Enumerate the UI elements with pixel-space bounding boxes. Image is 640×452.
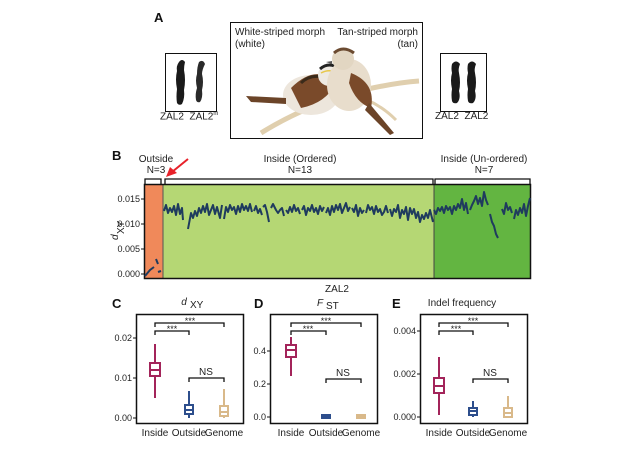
dxy-lines <box>144 191 531 277</box>
chromosome-label: ZAL2 <box>464 111 489 122</box>
panel-e-boxplot: Indel frequency 0.000 0.002 0.004 *** **… <box>393 298 529 439</box>
svg-text:Inside: Inside <box>426 428 453 439</box>
panel-d-title-sub: ST <box>326 301 339 312</box>
svg-text:0.4: 0.4 <box>253 346 266 356</box>
region-count: N=3 <box>146 165 166 176</box>
x-axis-label: ZAL2 <box>325 284 349 295</box>
chromosome-label: ZAL2 <box>435 111 459 122</box>
region-label-inside-ordered: Inside (Ordered) N=13 <box>250 154 350 176</box>
plot-frame <box>143 183 532 280</box>
panel-d-letter: D <box>254 296 264 311</box>
svg-text:Inside: Inside <box>142 428 169 439</box>
region-name: Inside (Ordered) <box>263 154 337 165</box>
svg-text:***: *** <box>167 324 178 334</box>
region-count: N=13 <box>287 165 313 176</box>
svg-text:0.010: 0.010 <box>117 219 140 229</box>
region-inside-ordered <box>163 185 434 278</box>
panel-a-letter: A <box>154 10 164 25</box>
svg-text:NS: NS <box>483 368 497 379</box>
chromosome-pair-icon <box>176 60 205 105</box>
chromosome-pair-icon <box>451 61 476 104</box>
karyotype-box-left <box>165 53 217 112</box>
svg-text:***: *** <box>468 316 479 326</box>
region-name: Inside (Un-ordered) <box>440 154 528 165</box>
region-label-outside: Outside N=3 <box>136 154 176 176</box>
region-outside <box>145 185 163 278</box>
y-axis-label-sub: XY <box>116 220 127 234</box>
white-morph-label: White-striped morph (white) <box>235 27 325 51</box>
svg-text:***: *** <box>185 316 196 326</box>
panel-b-letter: B <box>112 148 122 163</box>
panel-c-title: d <box>181 297 187 308</box>
svg-text:Inside: Inside <box>278 428 305 439</box>
svg-text:Outside: Outside <box>309 428 344 439</box>
svg-text:Outside: Outside <box>172 428 207 439</box>
svg-text:Genome: Genome <box>489 428 528 439</box>
svg-text:0.00: 0.00 <box>114 413 132 423</box>
tan-morph-label: Tan-striped morph (tan) <box>337 27 418 51</box>
svg-text:Genome: Genome <box>342 428 381 439</box>
chromosome-label: ZAL2 <box>189 111 214 123</box>
panel-e-letter: E <box>392 296 401 311</box>
red-arrow-icon <box>166 158 189 177</box>
svg-text:NS: NS <box>199 367 213 378</box>
y-axis-ticks: 0.000 0.005 0.010 0.015 <box>117 194 140 279</box>
svg-text:0.0: 0.0 <box>253 412 266 422</box>
region-label-inside-unordered: Inside (Un-ordered) N=7 <box>432 154 536 176</box>
svg-text:0.005: 0.005 <box>117 244 140 254</box>
svg-text:0.002: 0.002 <box>393 369 416 379</box>
panel-e-title: Indel frequency <box>428 298 496 309</box>
karyotype-right-labels: ZAL2 ZAL2 <box>435 111 488 122</box>
karyotype-box-right <box>440 53 487 112</box>
region-name: Outside <box>138 154 174 165</box>
panel-c-title-sub: XY <box>190 300 204 311</box>
svg-text:NS: NS <box>336 368 350 379</box>
bird-illustration-box: White-striped morph (white) Tan-striped … <box>230 22 423 139</box>
y-axis-label: d <box>110 234 121 240</box>
panel-d-boxplot: F ST 0.0 0.2 0.4 *** *** NS Inside <box>253 298 380 439</box>
panel-c-boxplot: d XY 0.00 0.01 0.02 *** *** NS <box>114 297 245 439</box>
panel-d-title: F <box>317 298 324 309</box>
svg-text:Outside: Outside <box>456 428 491 439</box>
svg-text:0.015: 0.015 <box>117 194 140 204</box>
svg-text:***: *** <box>451 324 462 334</box>
panel-c-letter: C <box>112 296 122 311</box>
svg-text:0.01: 0.01 <box>114 373 132 383</box>
svg-text:Genome: Genome <box>205 428 244 439</box>
tan-morph-title: Tan-striped morph <box>337 27 418 38</box>
chromosome-superscript: m <box>213 111 219 117</box>
white-morph-subtitle: (white) <box>235 39 266 50</box>
chromosome-label: ZAL2 <box>160 111 184 123</box>
svg-text:0.000: 0.000 <box>393 412 416 422</box>
region-count: N=7 <box>474 165 494 176</box>
white-morph-title: White-striped morph <box>235 27 326 38</box>
svg-text:0.2: 0.2 <box>253 379 266 389</box>
svg-text:0.02: 0.02 <box>114 333 132 343</box>
region-brackets <box>144 178 531 184</box>
svg-text:***: *** <box>321 316 332 326</box>
svg-text:***: *** <box>303 324 314 334</box>
karyotype-left-labels: ZAL2 ZAL2m <box>160 111 218 122</box>
svg-text:0.000: 0.000 <box>117 269 140 279</box>
svg-text:0.004: 0.004 <box>393 326 416 336</box>
tan-morph-subtitle: (tan) <box>397 39 418 50</box>
sparrows-on-branch-icon <box>246 47 420 136</box>
